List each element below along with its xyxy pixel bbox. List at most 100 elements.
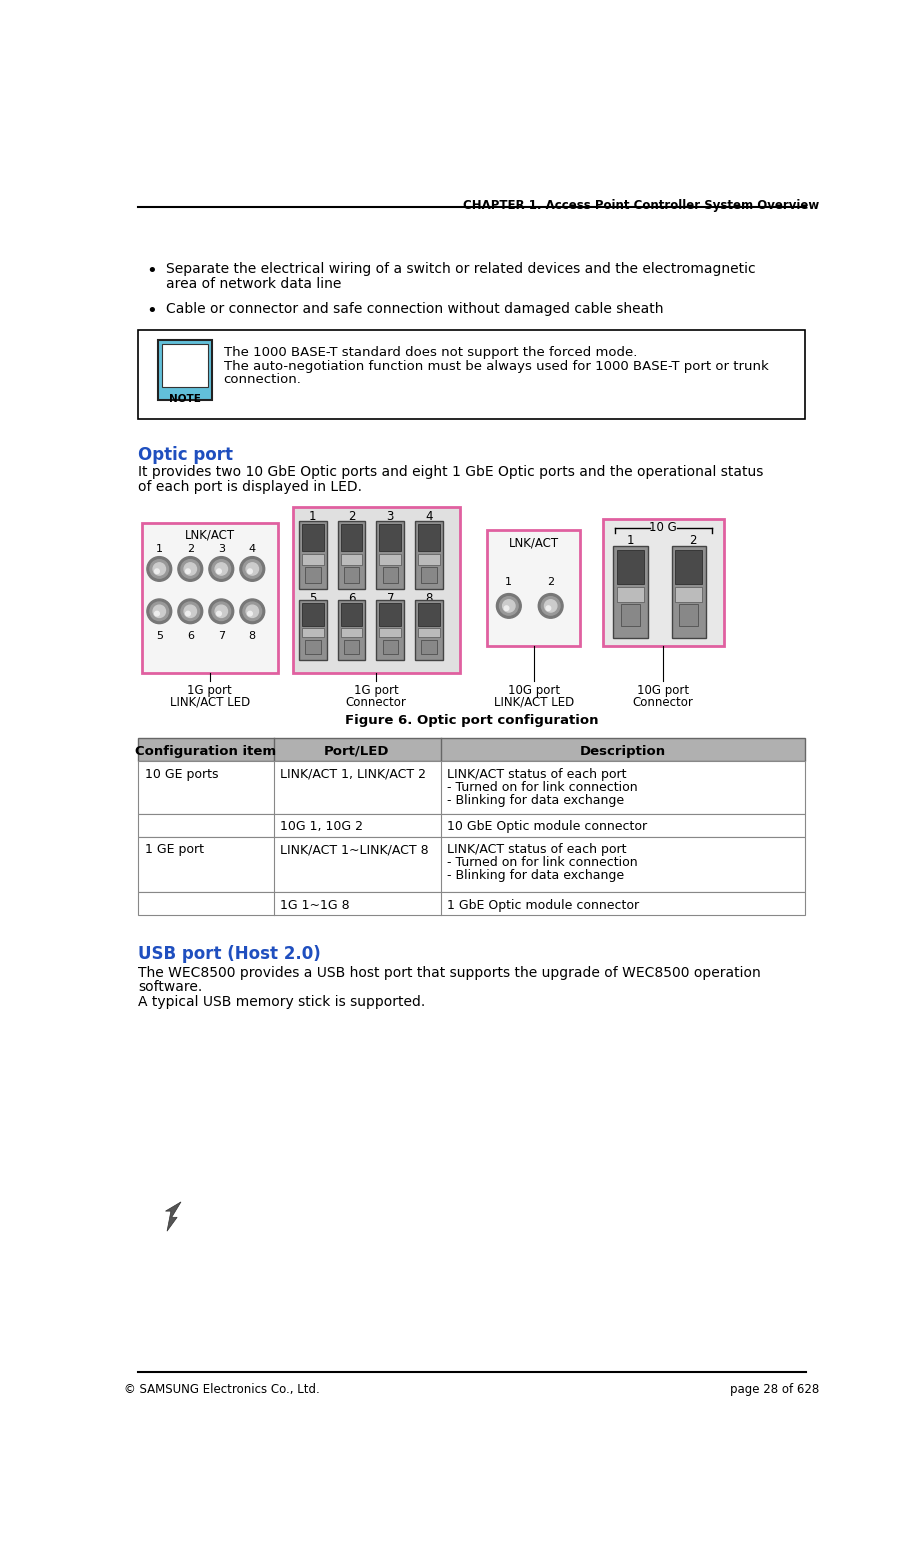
Circle shape	[178, 557, 203, 581]
Text: Optic port: Optic port	[138, 446, 233, 463]
Circle shape	[186, 612, 191, 617]
Bar	[305, 640, 321, 654]
Bar	[379, 554, 402, 565]
Text: - Turned on for link connection: - Turned on for link connection	[447, 781, 637, 793]
Circle shape	[209, 557, 234, 581]
Circle shape	[542, 596, 560, 615]
Circle shape	[496, 593, 521, 618]
Text: 10 GbE Optic module connector: 10 GbE Optic module connector	[447, 820, 647, 833]
Bar	[617, 549, 644, 584]
Bar	[613, 546, 647, 639]
Bar	[603, 520, 724, 646]
Bar	[302, 524, 323, 551]
Bar	[344, 568, 359, 582]
Text: •: •	[146, 263, 157, 280]
Bar	[377, 599, 404, 660]
Circle shape	[147, 557, 171, 581]
Bar	[294, 507, 460, 673]
Text: LINK/ACT LED: LINK/ACT LED	[169, 696, 250, 709]
Text: LINK/ACT status of each port: LINK/ACT status of each port	[447, 767, 626, 781]
Bar	[379, 628, 402, 637]
Circle shape	[248, 570, 252, 573]
Text: The auto-negotiation function must be always used for 1000 BASE-T port or trunk: The auto-negotiation function must be al…	[224, 360, 768, 372]
Circle shape	[243, 603, 262, 621]
Text: Connector: Connector	[346, 696, 407, 709]
Circle shape	[150, 603, 169, 621]
Text: 7: 7	[217, 631, 225, 640]
Bar	[338, 521, 366, 588]
Bar	[418, 524, 440, 551]
Bar	[675, 587, 702, 603]
Text: Connector: Connector	[633, 696, 694, 709]
Text: 8: 8	[249, 631, 256, 640]
Bar	[379, 524, 402, 551]
Bar	[142, 523, 278, 673]
Text: 10 GE ports: 10 GE ports	[145, 767, 218, 781]
Text: 2: 2	[547, 576, 554, 587]
Text: 4: 4	[426, 510, 433, 523]
Circle shape	[153, 563, 166, 574]
Text: 8: 8	[426, 592, 433, 606]
Text: software.: software.	[138, 980, 203, 994]
Text: 1: 1	[506, 576, 512, 587]
Bar	[341, 603, 362, 626]
Circle shape	[184, 563, 196, 574]
Text: 10G port: 10G port	[507, 684, 560, 698]
Text: 10G port: 10G port	[637, 684, 689, 698]
Text: USB port (Host 2.0): USB port (Host 2.0)	[138, 945, 321, 962]
Bar	[344, 640, 359, 654]
Bar	[671, 546, 705, 639]
Text: NOTE: NOTE	[169, 394, 201, 404]
Circle shape	[503, 599, 515, 612]
Text: 1G port: 1G port	[354, 684, 399, 698]
Text: Description: Description	[579, 745, 666, 757]
Text: 5: 5	[156, 631, 163, 640]
Bar	[161, 344, 208, 387]
Text: 1: 1	[156, 545, 163, 554]
Text: Separate the electrical wiring of a switch or related devices and the electromag: Separate the electrical wiring of a swit…	[166, 263, 755, 277]
Bar	[298, 521, 327, 588]
Text: 6: 6	[348, 592, 356, 606]
Bar	[341, 554, 362, 565]
Text: LINK/ACT LED: LINK/ACT LED	[494, 696, 574, 709]
Bar	[382, 568, 398, 582]
Text: Cable or connector and safe connection without damaged cable sheath: Cable or connector and safe connection w…	[166, 302, 663, 316]
Circle shape	[150, 560, 169, 577]
Bar	[157, 340, 212, 401]
Circle shape	[212, 560, 230, 577]
Bar	[338, 599, 366, 660]
Text: © SAMSUNG Electronics Co., Ltd.: © SAMSUNG Electronics Co., Ltd.	[124, 1383, 321, 1396]
Circle shape	[155, 570, 159, 573]
Circle shape	[178, 599, 203, 623]
Circle shape	[243, 560, 262, 577]
Text: LINK/ACT 1~LINK/ACT 8: LINK/ACT 1~LINK/ACT 8	[280, 844, 429, 856]
Text: 2: 2	[187, 545, 193, 554]
Bar	[680, 604, 698, 626]
Bar	[377, 521, 404, 588]
Text: of each port is displayed in LED.: of each port is displayed in LED.	[138, 480, 362, 495]
Text: The WEC8500 provides a USB host port that supports the upgrade of WEC8500 operat: The WEC8500 provides a USB host port tha…	[138, 966, 761, 980]
Text: 2: 2	[348, 510, 356, 523]
Bar	[305, 568, 321, 582]
Circle shape	[147, 599, 171, 623]
Circle shape	[538, 593, 563, 618]
Circle shape	[209, 599, 234, 623]
Bar	[138, 330, 805, 419]
Text: 10 G: 10 G	[649, 521, 677, 534]
Bar	[138, 892, 805, 916]
Bar	[418, 603, 440, 626]
Circle shape	[216, 606, 227, 618]
Text: •: •	[146, 302, 157, 319]
Bar	[138, 762, 805, 814]
Text: - Blinking for data exchange: - Blinking for data exchange	[447, 793, 624, 808]
Bar	[675, 549, 702, 584]
Circle shape	[216, 570, 221, 573]
Text: 2: 2	[689, 534, 696, 548]
Text: connection.: connection.	[224, 374, 301, 387]
Text: area of network data line: area of network data line	[166, 277, 341, 291]
Text: Port/LED: Port/LED	[324, 745, 390, 757]
Circle shape	[246, 563, 259, 574]
Text: 3: 3	[217, 545, 225, 554]
Text: The 1000 BASE-T standard does not support the forced mode.: The 1000 BASE-T standard does not suppor…	[224, 346, 637, 358]
Circle shape	[246, 606, 259, 618]
